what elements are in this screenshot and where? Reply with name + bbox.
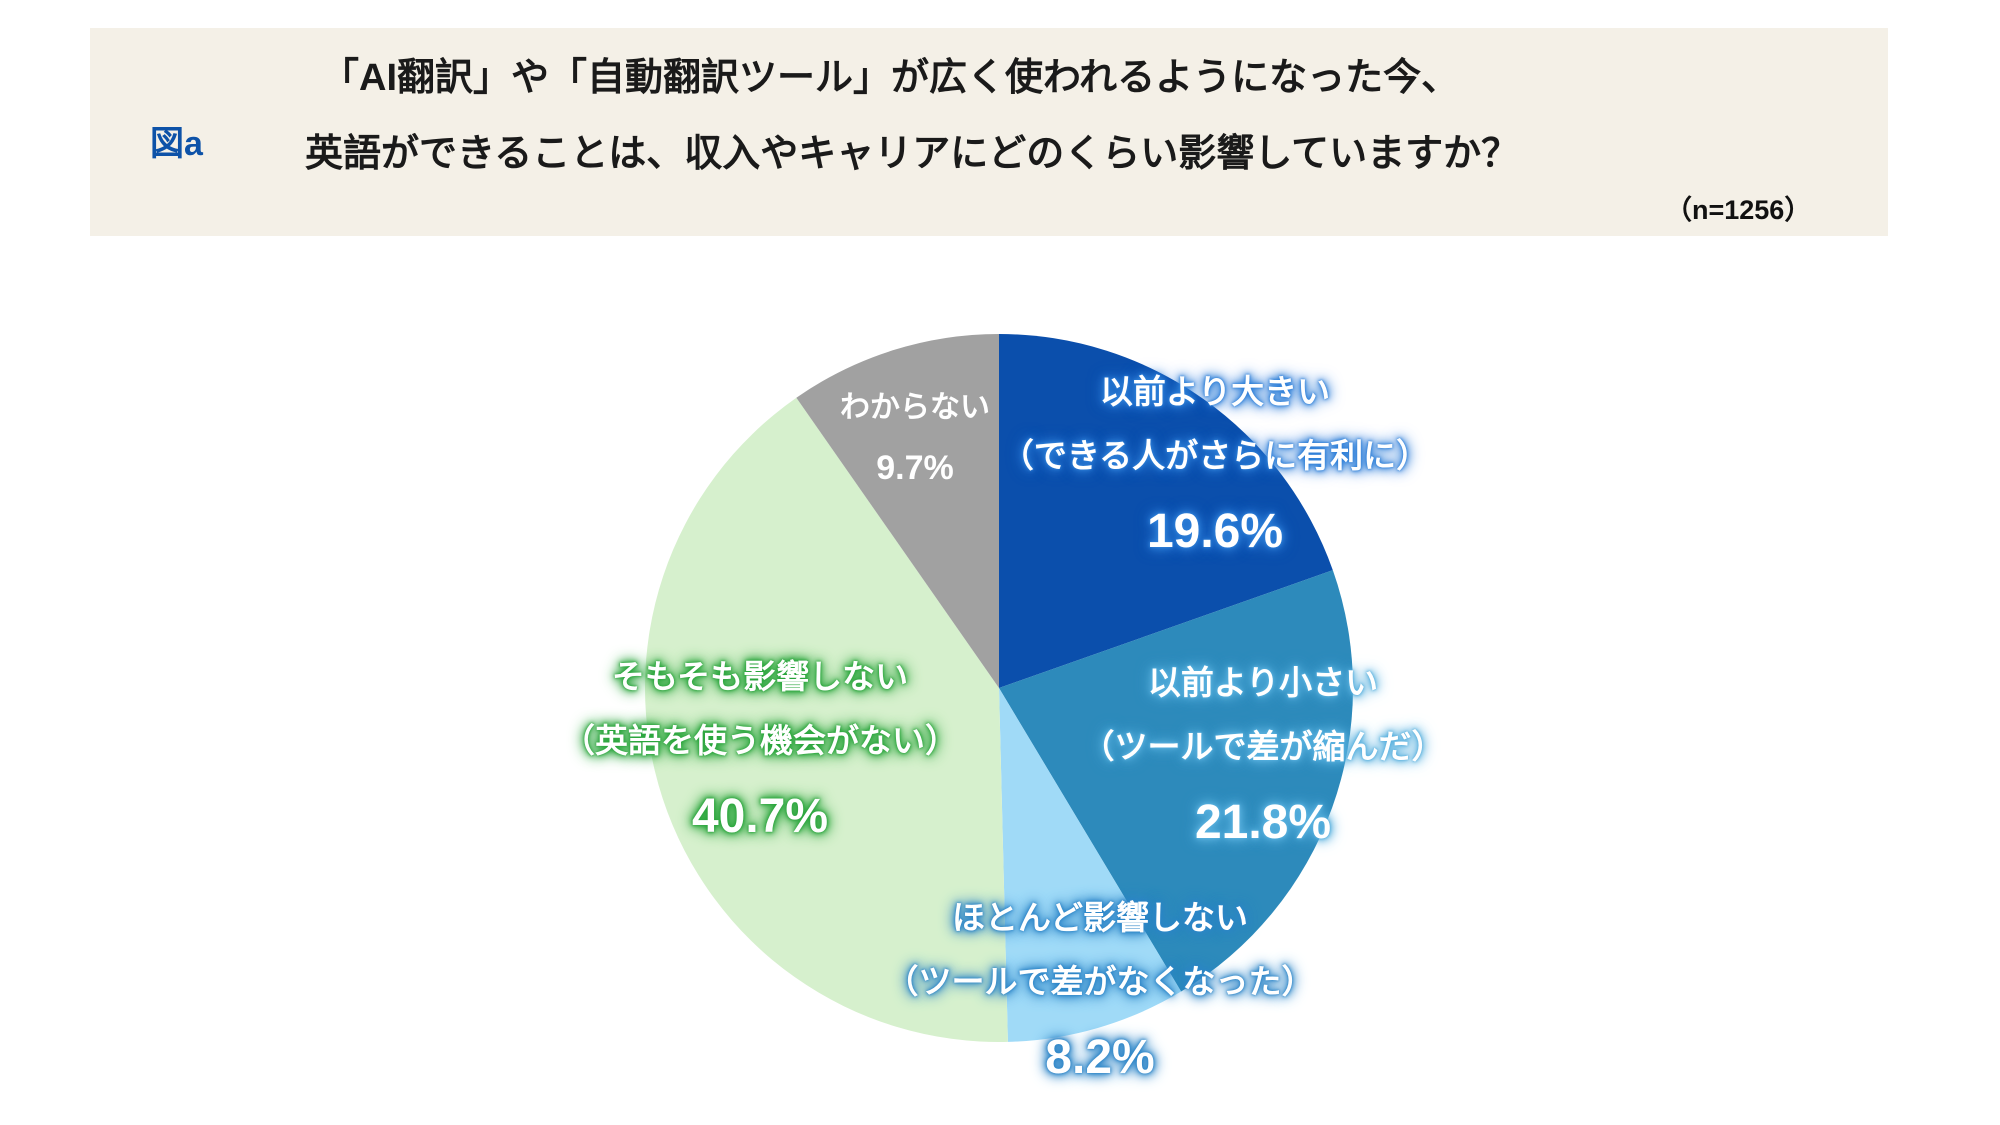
pie-slice-1 (999, 570, 1354, 992)
question-title-line1: 「AI翻訳」や「自動翻訳ツール」が広く使われるようになった今、 (321, 57, 1460, 99)
sample-size: （n=1256） (1665, 195, 1812, 225)
pie-slice-3 (645, 397, 1008, 1043)
question-title: 「AI翻訳」や「自動翻訳ツール」が広く使われるようになった今、 英語ができること… (305, 40, 1519, 192)
pie-slice-2 (999, 688, 1182, 1042)
question-header: 図a 「AI翻訳」や「自動翻訳ツール」が広く使われるようになった今、 英語ができ… (90, 28, 1888, 236)
question-title-line2: 英語ができることは、収入やキャリアにどのくらい影響していますか？ (305, 133, 1520, 175)
pie-slice-0 (999, 334, 1333, 688)
figure-label: 図a (150, 125, 203, 163)
pie-slice-4 (796, 334, 999, 688)
